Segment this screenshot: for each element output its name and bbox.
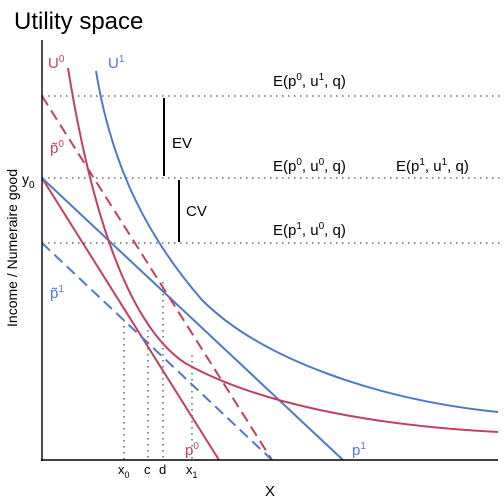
label-e-p0-u0: E(p0, u0, q)	[273, 157, 346, 175]
label-p1-tilde: p̃1	[50, 284, 64, 302]
cv-label: CV	[186, 203, 207, 220]
compensated-line-p1-tilde	[41, 242, 273, 461]
budget-line-p0	[41, 177, 220, 461]
label-p0: p0	[185, 441, 199, 459]
label-p0-tilde: p̃0	[50, 139, 64, 157]
label-u1: U1	[108, 54, 125, 72]
chart-title: Utility space	[14, 8, 143, 35]
label-u0: U0	[48, 54, 65, 72]
tick-label-x1: x1	[186, 462, 198, 480]
label-e-p1-u1: E(p1, u1, q)	[396, 157, 469, 175]
label-y0: y0	[22, 171, 35, 191]
indifference-curve-u1	[95, 70, 499, 413]
label-p1: p1	[352, 441, 366, 459]
label-e-p0-u1: E(p0, u1, q)	[273, 72, 346, 90]
tick-label-x0: x0	[118, 462, 130, 480]
label-e-p1-u0: E(p1, u0, q)	[273, 221, 346, 239]
compensated-line-p0-tilde	[41, 95, 273, 461]
budget-line-p1	[41, 177, 344, 461]
x-axis-title: X	[265, 483, 275, 500]
y-axis-title: Income / Numeraire good	[4, 169, 20, 327]
ev-label: EV	[172, 135, 192, 152]
tick-label-d: d	[159, 462, 166, 477]
indifference-curve-u0	[67, 67, 499, 433]
tick-label-c: c	[144, 462, 151, 477]
